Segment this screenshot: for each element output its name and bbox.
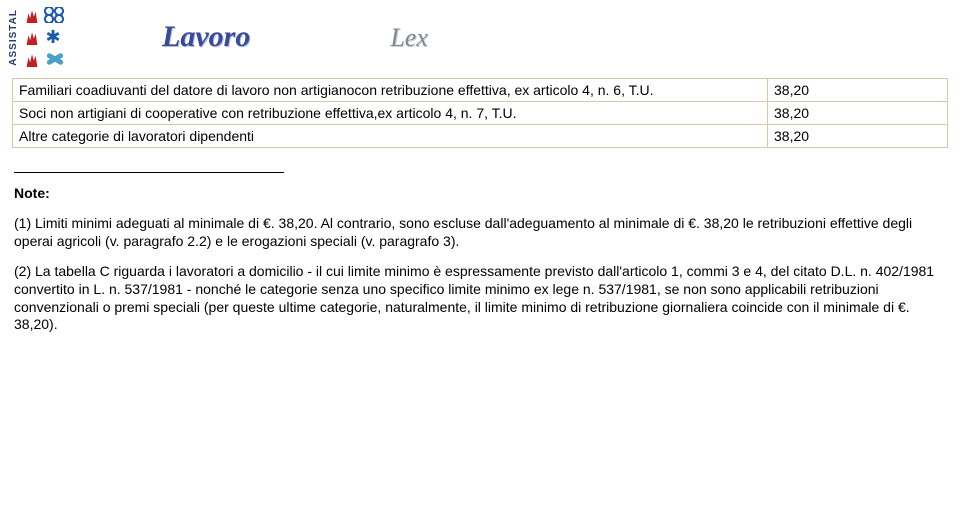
notes-divider [14,172,284,173]
notes-heading: Note: [14,185,946,203]
assistal-label: ASSISTAL [8,9,19,66]
title-sub: Lex [390,23,428,53]
waves-icon [44,7,66,23]
note-paragraph: (1) Limiti minimi adeguati al minimale d… [14,215,946,251]
table-container: Familiari coadiuvanti del datore di lavo… [0,78,960,156]
flame-icon [23,7,41,23]
rates-table: Familiari coadiuvanti del datore di lavo… [12,78,948,148]
row-label: Soci non artigiani di cooperative con re… [13,102,768,125]
row-value: 38,20 [768,79,948,102]
row-value: 38,20 [768,102,948,125]
table-row: Altre categorie di lavoratori dipendenti… [13,125,948,148]
row-label: Familiari coadiuvanti del datore di lavo… [13,79,768,102]
table-row: Soci non artigiani di cooperative con re… [13,102,948,125]
note-paragraph: (2) La tabella C riguarda i lavoratori a… [14,263,946,335]
rates-table-body: Familiari coadiuvanti del datore di lavo… [13,79,948,148]
row-label: Altre categorie di lavoratori dipendenti [13,125,768,148]
page-header: ASSISTAL ✱ Lavoro Lex [0,0,960,78]
assistal-logo: ASSISTAL ✱ [8,7,66,67]
flame-icon [23,51,41,67]
assistal-icon-grid: ✱ [23,7,66,67]
table-row: Familiari coadiuvanti del datore di lavo… [13,79,948,102]
fan-icon [44,51,66,67]
title-main: Lavoro [162,20,250,54]
snowflake-icon: ✱ [44,29,62,45]
flame-icon [23,29,41,45]
title-area: Lavoro Lex [72,20,952,54]
row-value: 38,20 [768,125,948,148]
notes-section: Note: (1) Limiti minimi adeguati al mini… [0,156,960,334]
